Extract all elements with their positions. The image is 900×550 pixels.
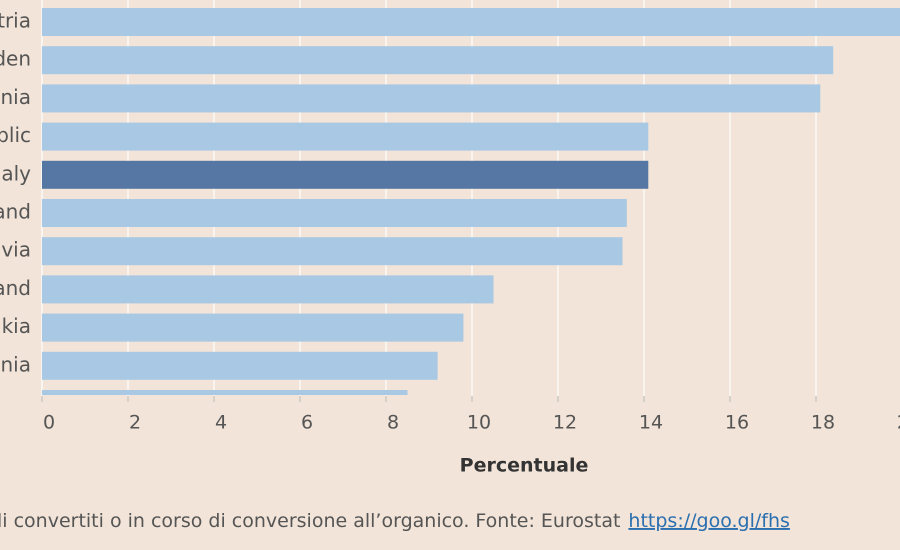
y-tick-label: nia bbox=[1, 352, 32, 376]
x-tick-label: 14 bbox=[639, 412, 663, 434]
x-tick-label: 20 bbox=[897, 412, 900, 434]
y-tick-label: kia bbox=[2, 314, 31, 338]
x-axis-label: Percentuale bbox=[460, 455, 589, 477]
bar bbox=[42, 84, 821, 113]
bar bbox=[42, 275, 494, 304]
bar bbox=[42, 237, 623, 266]
bar bbox=[42, 8, 900, 36]
footnote: li convertiti o in corso di conversione … bbox=[0, 510, 790, 532]
x-tick-label: 0 bbox=[43, 412, 55, 434]
footnote-link[interactable]: https://goo.gl/fhs bbox=[628, 510, 790, 532]
footnote-text: li convertiti o in corso di conversione … bbox=[0, 510, 620, 532]
bar bbox=[42, 390, 408, 395]
bar bbox=[42, 46, 834, 75]
y-tick-label: and bbox=[0, 276, 31, 300]
x-tick-label: 8 bbox=[387, 412, 399, 434]
x-tick-label: 12 bbox=[553, 412, 577, 434]
x-tick-label: 2 bbox=[129, 412, 141, 434]
x-tick-label: 4 bbox=[215, 412, 227, 434]
y-tick-label: tria bbox=[0, 9, 31, 33]
bar bbox=[42, 122, 649, 151]
y-tick-label: and bbox=[0, 200, 31, 224]
bar bbox=[42, 199, 627, 227]
y-tick-label: nia bbox=[1, 85, 32, 109]
y-tick-label: blic bbox=[0, 123, 31, 147]
x-tick-label: 16 bbox=[725, 412, 749, 434]
y-tick-label: via bbox=[1, 238, 31, 262]
bars bbox=[42, 8, 900, 395]
x-tick-label: 6 bbox=[301, 412, 313, 434]
bar bbox=[42, 351, 438, 380]
y-tick-label: den bbox=[0, 47, 31, 71]
x-tick-label: 18 bbox=[811, 412, 835, 434]
bar bbox=[42, 313, 464, 342]
y-tick-label: aly bbox=[1, 161, 31, 185]
x-tick-label: 10 bbox=[467, 412, 491, 434]
bar bbox=[42, 160, 649, 189]
